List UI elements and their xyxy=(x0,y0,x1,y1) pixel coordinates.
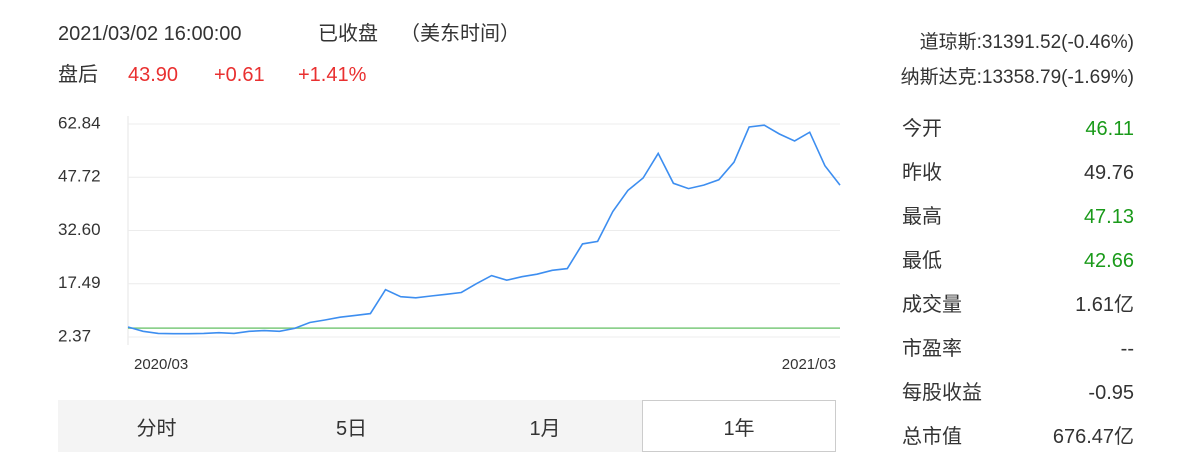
datetime: 2021/03/02 16:00:00 xyxy=(58,23,242,45)
stat-label: 每股收益 xyxy=(902,382,982,404)
stat-value: 49.76 xyxy=(1083,162,1134,184)
period-tab[interactable]: 1月 xyxy=(448,400,642,452)
stat-label: 成交量 xyxy=(902,294,962,316)
stat-value: -- xyxy=(1120,338,1134,360)
period-tab[interactable]: 1年 xyxy=(642,400,836,452)
after-hours-change-pct: +1.41% xyxy=(298,64,367,86)
stat-label: 昨收 xyxy=(902,162,942,184)
stat-label: 今开 xyxy=(902,118,942,140)
stat-value: 42.66 xyxy=(1083,250,1134,272)
y-tick-label: 2.37 xyxy=(58,326,91,345)
index-quote: 道琼斯:31391.52(-0.46%) xyxy=(919,32,1134,53)
y-tick-label: 47.72 xyxy=(58,167,101,186)
y-tick-label: 32.60 xyxy=(58,220,101,239)
timezone: （美东时间） xyxy=(400,23,520,45)
period-tab[interactable]: 5日 xyxy=(255,400,448,452)
market-status: 已收盘 xyxy=(318,23,378,45)
x-tick-label: 2021/03 xyxy=(782,356,836,373)
index-quote: 纳斯达克:13358.79(-1.69%) xyxy=(900,67,1134,88)
stat-value: 1.61亿 xyxy=(1075,294,1134,316)
price-line xyxy=(127,124,841,335)
stat-label: 市盈率 xyxy=(902,338,962,360)
stat-value: 47.13 xyxy=(1083,206,1134,228)
y-tick-label: 17.49 xyxy=(58,273,101,292)
y-tick-label: 62.84 xyxy=(58,113,101,132)
stat-label: 总市值 xyxy=(902,426,962,448)
stat-value: 676.47亿 xyxy=(1052,426,1134,448)
stat-label: 最高 xyxy=(902,206,942,228)
stat-value: -0.95 xyxy=(1088,382,1134,404)
x-tick-label: 2020/03 xyxy=(134,356,188,373)
stat-label: 最低 xyxy=(902,250,942,272)
after-hours-price: 43.90 xyxy=(128,64,179,86)
stat-value: 46.11 xyxy=(1085,118,1134,140)
period-tab[interactable]: 分时 xyxy=(58,400,255,452)
after-hours-change: +0.61 xyxy=(214,64,265,86)
after-hours-label: 盘后 xyxy=(58,64,98,86)
